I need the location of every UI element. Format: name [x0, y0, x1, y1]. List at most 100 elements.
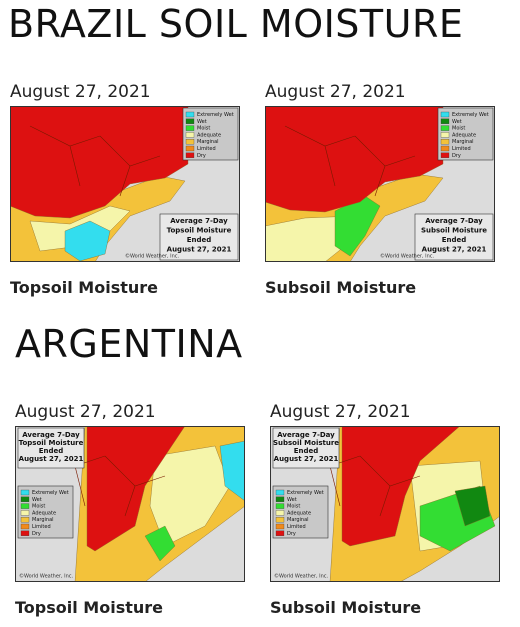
legend-swatch — [20, 503, 30, 509]
legend-label: Wet — [32, 497, 42, 503]
legend-label: Moist — [452, 126, 465, 132]
region — [454, 485, 491, 527]
legend-swatch — [20, 489, 30, 496]
info-text: Average 7-Day — [170, 217, 228, 225]
legend-label: Marginal — [197, 139, 219, 145]
map-caption: Subsoil Moisture — [270, 598, 422, 617]
moisture-map: Extremely WetWetMoistAdequateMarginalLim… — [270, 426, 500, 582]
region — [64, 220, 111, 262]
legend-label: Marginal — [287, 517, 309, 523]
info-text: Topsoil Moisture — [19, 439, 84, 447]
info-text: August 27, 2021 — [274, 455, 339, 463]
map-caption: Topsoil Moisture — [15, 598, 163, 617]
region — [341, 426, 461, 547]
info-box — [414, 213, 494, 261]
map-caption: Topsoil Moisture — [10, 278, 158, 297]
legend-label: Dry — [287, 531, 296, 537]
legend-swatch — [440, 132, 450, 138]
legend-label: Wet — [452, 119, 462, 125]
legend-swatch — [185, 132, 195, 138]
info-text: August 27, 2021 — [422, 246, 487, 254]
map-caption: Subsoil Moisture — [265, 278, 417, 297]
legend-swatch — [440, 111, 450, 118]
legend-swatch — [185, 118, 195, 124]
legend-label: Extremely Wet — [287, 490, 324, 496]
legend-label: Extremely Wet — [452, 112, 489, 118]
info-box — [159, 213, 239, 261]
legend-label: Extremely Wet — [197, 112, 234, 118]
borders — [29, 125, 161, 197]
legend-swatch — [275, 496, 285, 502]
legend-swatch — [275, 489, 285, 496]
map-frame — [10, 106, 240, 262]
legend-label: Limited — [197, 146, 216, 152]
credit: ©World Weather, Inc. — [274, 573, 329, 580]
info-text: Average 7-Day — [425, 217, 483, 225]
map-date: August 27, 2021 — [265, 82, 406, 102]
info-text: Subsoil Moisture — [273, 439, 339, 447]
legend-swatch — [20, 510, 30, 516]
info-text: Average 7-Day — [22, 431, 80, 439]
map-date: August 27, 2021 — [15, 402, 156, 422]
region — [219, 440, 245, 502]
legend-label: Limited — [32, 524, 51, 530]
info-text: Ended — [442, 236, 467, 244]
legend-swatch — [275, 517, 285, 523]
region — [149, 445, 231, 547]
map-date: August 27, 2021 — [270, 402, 411, 422]
legend-label: Wet — [197, 119, 207, 125]
legend-swatch — [440, 152, 450, 158]
info-text: Ended — [294, 447, 319, 455]
legend-swatch — [185, 125, 195, 131]
legend-swatch — [185, 145, 195, 152]
info-box — [17, 427, 85, 469]
legend-swatch — [440, 125, 450, 131]
info-text: August 27, 2021 — [19, 455, 84, 463]
legend-label: Dry — [32, 531, 41, 537]
legend-swatch — [20, 496, 30, 502]
credit: ©World Weather, Inc. — [380, 253, 435, 260]
region — [144, 525, 176, 562]
legend-swatch — [185, 139, 195, 145]
legend-label: Moist — [32, 504, 45, 510]
legend-swatch — [20, 523, 30, 530]
legend-label: Moist — [197, 126, 210, 132]
legend-swatch — [20, 530, 30, 536]
legend-label: Adequate — [452, 132, 476, 138]
legend-swatch — [185, 111, 195, 118]
legend-label: Marginal — [452, 139, 474, 145]
legend-label: Limited — [452, 146, 471, 152]
legend-label: Marginal — [32, 517, 54, 523]
map-frame — [15, 426, 245, 582]
legend-label: Dry — [452, 153, 461, 159]
legend-swatch — [20, 517, 30, 523]
legend-label: Limited — [287, 524, 306, 530]
info-text: Ended — [187, 236, 212, 244]
info-text: Subsoil Moisture — [421, 227, 487, 235]
legend-swatch — [185, 152, 195, 158]
legend-swatch — [440, 145, 450, 152]
legend-label: Adequate — [197, 132, 221, 138]
borders — [284, 125, 416, 197]
map-frame — [270, 426, 500, 582]
map-date: August 27, 2021 — [10, 82, 151, 102]
legend-label: Extremely Wet — [32, 490, 69, 496]
info-box — [272, 427, 340, 469]
section-title: BRAZIL SOIL MOISTURE — [8, 2, 464, 46]
credit: ©World Weather, Inc. — [125, 253, 180, 260]
legend-swatch — [275, 510, 285, 516]
credit: ©World Weather, Inc. — [19, 573, 74, 580]
legend-label: Wet — [287, 497, 297, 503]
info-text: Ended — [39, 447, 64, 455]
legend-label: Adequate — [287, 510, 311, 516]
section-title: ARGENTINA — [15, 322, 243, 366]
legend-label: Dry — [197, 153, 206, 159]
legend-label: Moist — [287, 504, 300, 510]
info-text: August 27, 2021 — [167, 246, 232, 254]
moisture-map: Extremely WetWetMoistAdequateMarginalLim… — [10, 106, 240, 262]
legend-label: Adequate — [32, 510, 56, 516]
map-frame — [265, 106, 495, 262]
info-text: Topsoil Moisture — [167, 227, 232, 235]
legend-swatch — [275, 523, 285, 530]
